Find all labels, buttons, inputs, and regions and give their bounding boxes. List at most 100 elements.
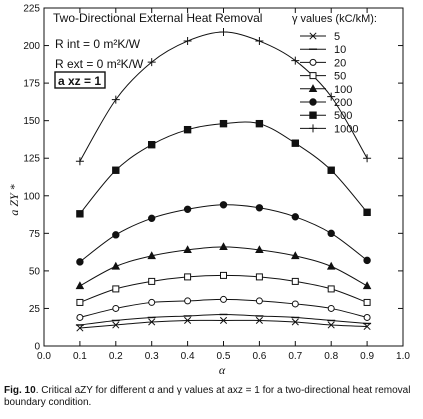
data-point-5: [363, 322, 371, 331]
data-point-200: [76, 258, 84, 266]
data-point-5: [148, 318, 156, 326]
data-point-500: [148, 141, 156, 149]
legend-marker-500: [309, 111, 317, 119]
y-tick-label: 200: [23, 41, 40, 52]
y-tick-label: 25: [29, 304, 41, 315]
data-point-1000: [183, 37, 192, 46]
legend-label-100: 100: [334, 84, 352, 96]
data-point-1000: [363, 154, 372, 163]
data-point-50: [220, 271, 227, 279]
data-point-200: [148, 214, 156, 223]
figure-caption: Fig. 10. Critical aZY for different α an…: [4, 385, 419, 409]
legend-label-20: 20: [334, 57, 346, 69]
data-point-50: [148, 277, 156, 285]
data-point-20: [327, 304, 335, 312]
annotation-axz: a xz = 1: [58, 74, 101, 88]
data-point-100: [326, 261, 336, 270]
annotation-r-ext: R ext = 0 m²K/W: [55, 57, 144, 71]
y-tick-label: 50: [29, 266, 41, 277]
data-point-20: [112, 304, 120, 312]
series-layer: [75, 28, 372, 332]
data-point-200: [327, 229, 335, 238]
data-point-5: [219, 316, 228, 325]
data-point-5: [112, 321, 120, 329]
y-tick-label: 0: [34, 342, 40, 353]
legend-label-1000: 1000: [334, 123, 358, 135]
y-axis-label: a ZY *: [7, 184, 21, 215]
legend-marker-200: [309, 98, 317, 106]
legend-label-50: 50: [334, 71, 346, 83]
y-tick-label: 75: [29, 229, 41, 240]
data-point-500: [112, 166, 120, 174]
data-point-50: [184, 273, 192, 281]
y-tick-label: 150: [23, 116, 40, 127]
series-500: [76, 119, 371, 218]
x-tick-label: 0.4: [181, 351, 195, 362]
data-point-5: [184, 316, 192, 325]
data-point-50: [76, 298, 84, 306]
data-point-500: [327, 166, 335, 174]
data-point-200: [255, 204, 264, 212]
y-tick-label: 100: [23, 191, 40, 202]
x-tick-label: 0.5: [217, 351, 231, 362]
x-tick-label: 0.2: [109, 351, 123, 362]
chart-title: Two-Directional External Heat Removal: [53, 11, 262, 25]
data-point-100: [183, 245, 192, 254]
x-tick-label: 0.0: [37, 351, 51, 362]
legend-marker-1000: [309, 124, 317, 133]
annotation-axz-box: [54, 71, 106, 89]
data-point-1000: [75, 157, 84, 166]
data-point-100: [147, 251, 156, 260]
data-point-50: [363, 298, 371, 306]
y-tick-label: 125: [23, 154, 40, 165]
x-tick-label: 0.1: [73, 351, 87, 362]
series-1000: [75, 28, 372, 166]
legend-label-10: 10: [334, 44, 346, 56]
data-point-100: [291, 251, 300, 260]
series-20: [76, 295, 371, 321]
series-line-1000: [79, 31, 368, 162]
series-200: [76, 201, 371, 266]
data-point-50: [327, 285, 335, 293]
data-point-20: [220, 295, 227, 303]
legend-marker-20: [309, 58, 317, 66]
data-point-200: [363, 256, 371, 265]
legend-marker-5: [309, 32, 317, 40]
data-point-50: [112, 285, 120, 293]
data-point-1000: [219, 28, 228, 37]
data-point-5: [255, 316, 263, 325]
series-50: [76, 271, 371, 306]
y-tick-label: 175: [23, 79, 40, 90]
data-point-500: [183, 125, 192, 134]
series-5: [76, 316, 371, 332]
data-point-200: [183, 205, 192, 213]
data-point-200: [291, 213, 299, 221]
legend-label-200: 200: [334, 97, 352, 109]
data-point-1000: [291, 56, 300, 65]
data-point-100: [362, 281, 372, 290]
x-tick-label: 0.3: [145, 351, 159, 362]
series-line-500: [79, 121, 368, 215]
data-point-500: [291, 139, 300, 147]
legend-marker-50: [309, 72, 317, 80]
caption-text: . Critical aZY for different α and γ val…: [4, 385, 411, 408]
data-point-100: [75, 281, 85, 290]
data-point-500: [76, 210, 84, 218]
data-point-20: [76, 313, 84, 321]
y-tick-label: 225: [23, 4, 40, 15]
data-point-1000: [327, 92, 336, 101]
x-tick-label: 0.6: [252, 351, 266, 362]
data-point-5: [291, 318, 299, 326]
data-point-100: [219, 242, 228, 251]
chart: 0 25 50 75 100 125 150 175 200 225 0.0 0.1 0.2 0.3 0.…: [7, 4, 410, 378]
x-tick-label: 0.7: [288, 351, 302, 362]
legend-label-500: 500: [334, 110, 352, 122]
caption-label: Fig. 10: [4, 385, 36, 396]
data-point-1000: [255, 37, 264, 46]
series-10: [75, 313, 372, 326]
data-point-200: [219, 201, 228, 209]
data-point-500: [363, 208, 371, 217]
series-100: [75, 242, 372, 290]
data-point-20: [255, 297, 263, 305]
